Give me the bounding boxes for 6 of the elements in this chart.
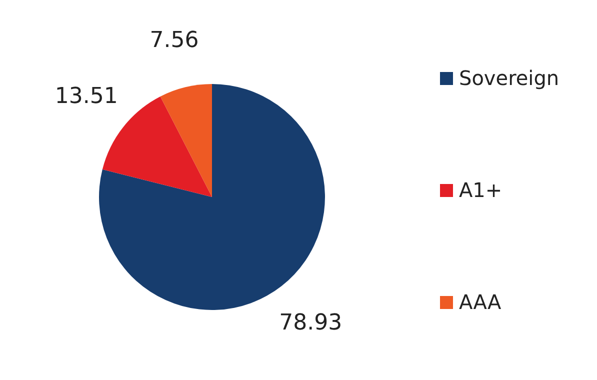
data-label: 13.51	[54, 84, 118, 109]
data-label: 7.56	[150, 28, 199, 53]
legend-label: Sovereign	[459, 66, 560, 90]
legend-label: AAA	[459, 290, 502, 314]
data-label: 78.93	[279, 310, 342, 336]
legend-label: A1+	[459, 178, 502, 202]
